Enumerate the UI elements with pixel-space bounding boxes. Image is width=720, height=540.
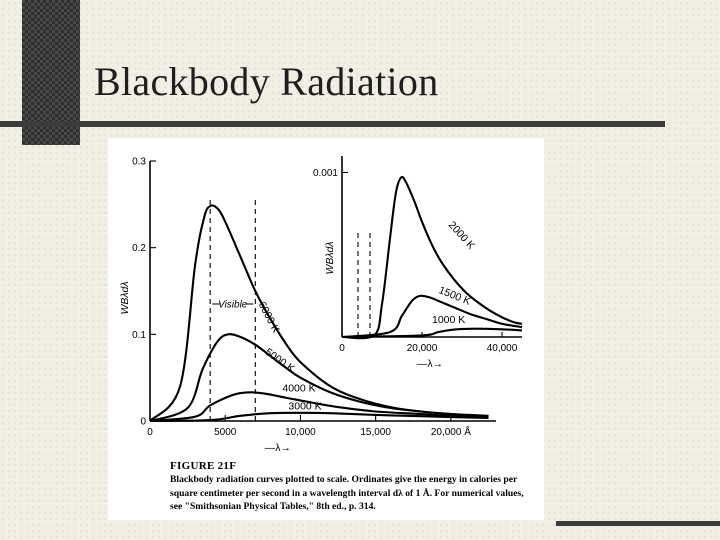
- inset-curve-1500k: [341, 294, 523, 339]
- main-x-tick-label-15-000: 15,000: [360, 427, 391, 438]
- title-rule: [0, 121, 665, 127]
- main-curve-3000k: [149, 411, 489, 423]
- main-y-tick-label-0-3: 0.3: [132, 157, 146, 168]
- main-x-tick-label-0: 0: [147, 427, 153, 438]
- inset-y-axis-label: WBλdλ: [324, 241, 336, 274]
- checker-block: [22, 0, 80, 145]
- inset-curve-label-2000k: 2000 K: [446, 219, 477, 252]
- main-curve-5000k: [149, 333, 489, 423]
- main-y-axis-label: WBλdλ: [119, 281, 131, 314]
- inset-curve-1000k: [341, 327, 523, 339]
- footer-rule: [556, 521, 720, 526]
- inset-curve-label-1000k: 1000 K: [432, 314, 465, 326]
- main-x-tick-label-10-000: 10,000: [285, 427, 316, 438]
- figure-label: FIGURE 21F: [170, 460, 237, 472]
- main-y-tick-label-0-1: 0.1: [132, 330, 146, 341]
- main-curve-label-4000k: 4000 K: [282, 383, 315, 395]
- inset-x-tick-label-0: 0: [339, 343, 345, 354]
- inset-curve-label-1500k: 1500 K: [437, 284, 472, 308]
- main-x-tick-label-20-000: 20,000 Å: [431, 425, 471, 438]
- inset-x-tick-label-40-000: 40,000: [487, 343, 518, 354]
- figure-panel: 0 0.1 0.2 0.3 0 5000 10,000 15,000 20,000 Å WBλdλ…: [108, 138, 544, 520]
- main-curve-4000k: [149, 391, 489, 423]
- main-curve-label-3000k: 3000 K: [288, 401, 321, 413]
- inset-x-tick-label-20-000: 20,000: [407, 343, 438, 354]
- inset-y-tick-label-0-001: 0.001: [313, 168, 338, 179]
- main-curve-label-6000k: 6000 K: [256, 300, 282, 335]
- main-y-tick-label-0-2: 0.2: [132, 243, 146, 254]
- blackbody-figure: 0 0.1 0.2 0.3 0 5000 10,000 15,000 20,000 Å WBλdλ…: [119, 156, 523, 454]
- inset-x-axis-label: —λ→: [417, 358, 443, 370]
- figure-caption: FIGURE 21F Blackbody radiation curves pl…: [170, 460, 538, 514]
- main-x-axis-label: —λ→: [265, 442, 291, 454]
- inset-curve-2000k: [341, 175, 523, 340]
- main-visible-label: Visible: [218, 300, 248, 311]
- main-x-tick-label-5000: 5000: [214, 427, 237, 438]
- figure-caption-text: Blackbody radiation curves plotted to sc…: [170, 474, 524, 513]
- slide-title: Blackbody Radiation: [94, 59, 439, 104]
- main-y-tick-label-0: 0: [140, 417, 146, 428]
